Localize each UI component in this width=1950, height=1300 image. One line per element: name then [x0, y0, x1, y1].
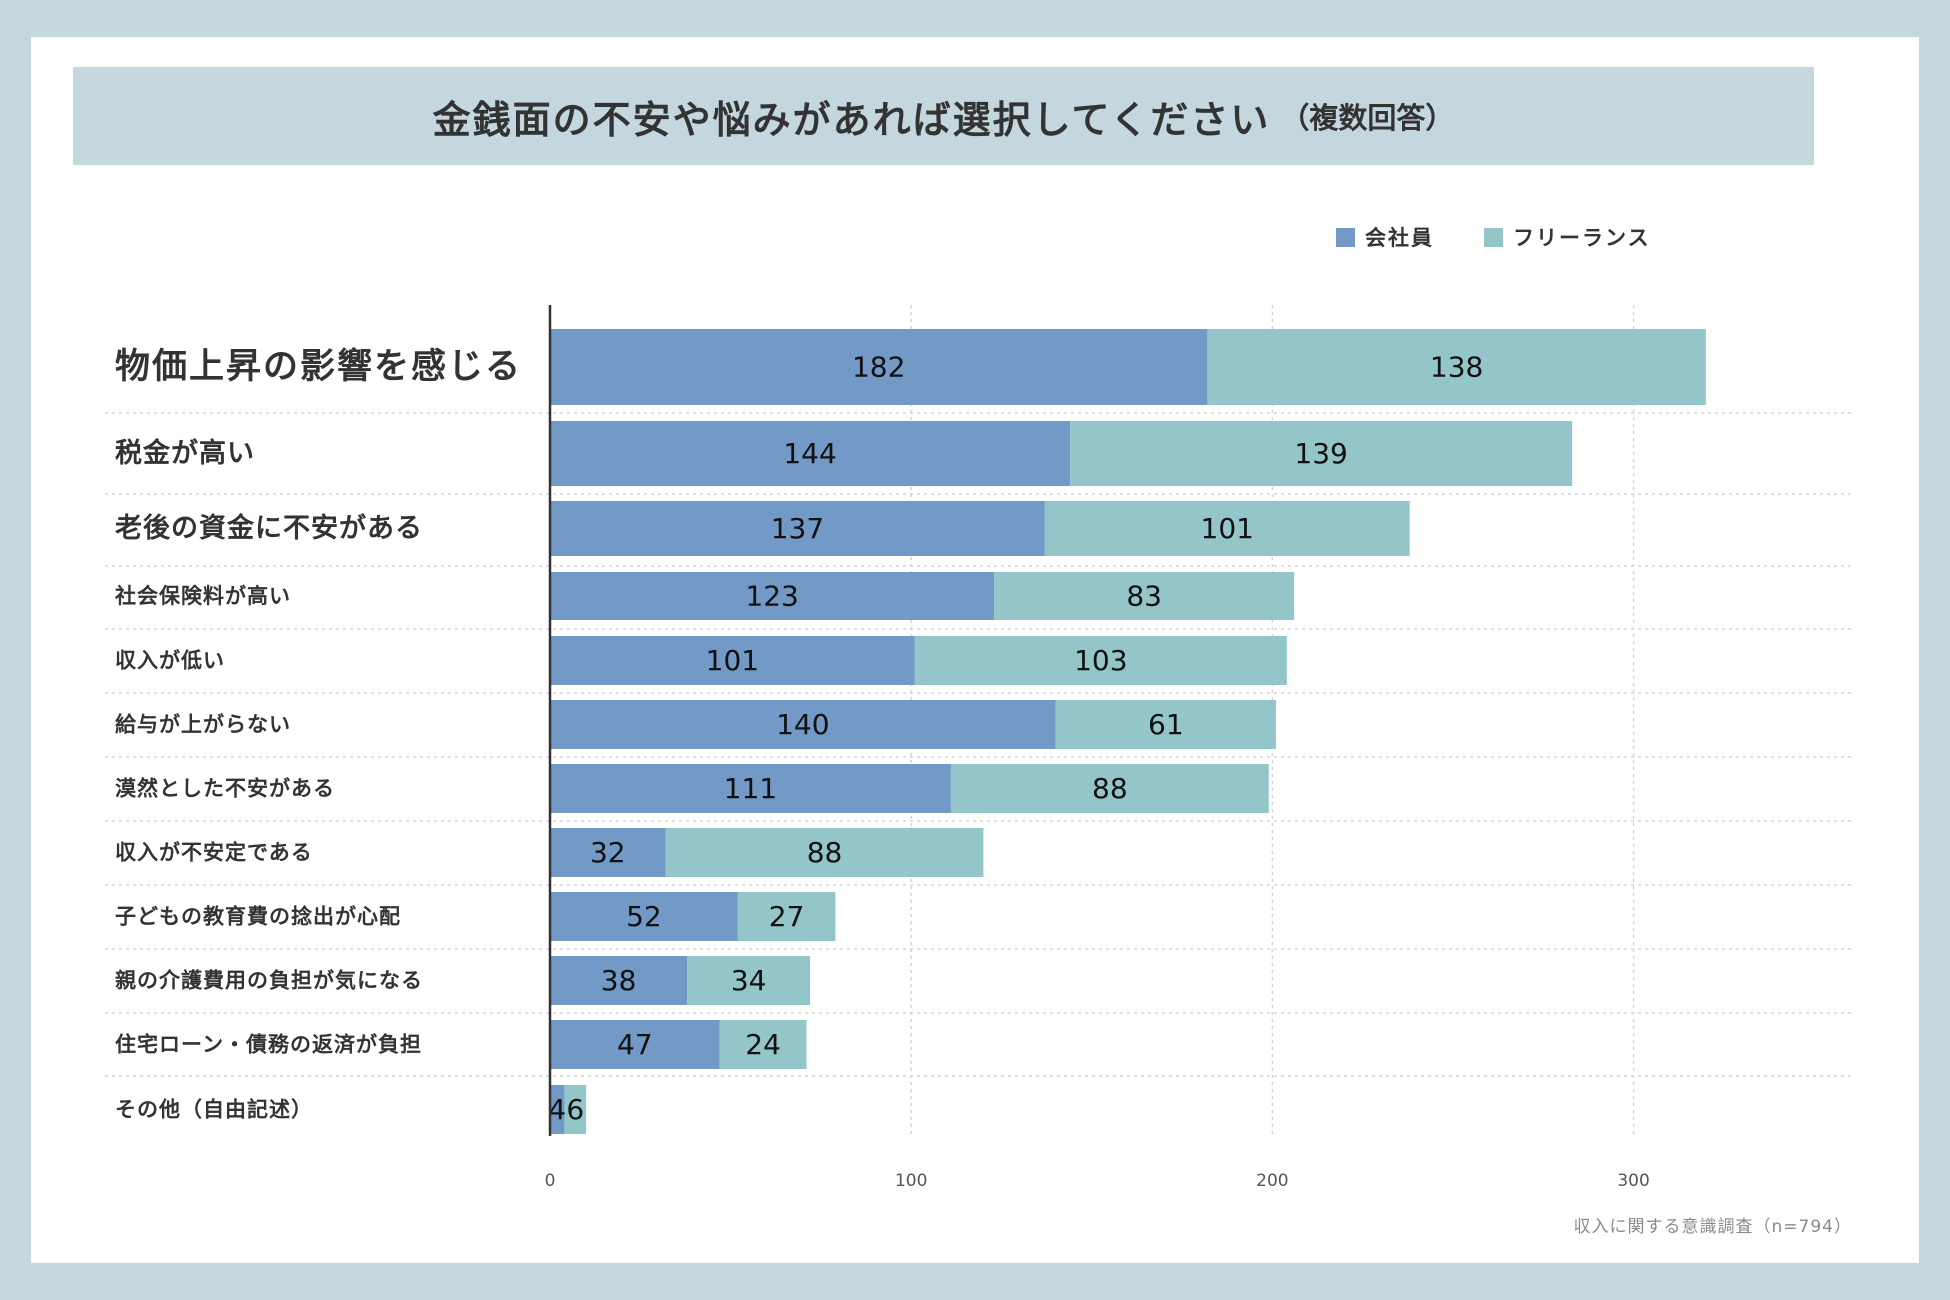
bar-employee	[550, 764, 951, 813]
bar-value-employee: 123	[745, 580, 798, 613]
bar-value-employee: 52	[626, 900, 662, 933]
chart-title: 金銭面の不安や悩みがあれば選択してください	[432, 97, 1271, 142]
bar-value-employee: 4	[548, 1093, 566, 1126]
category-label: 社会保険料が高い	[114, 584, 291, 608]
legend-item-employee: 会社員	[1336, 222, 1434, 252]
chart-subtitle: （複数回答）	[1280, 101, 1455, 135]
x-tick-label: 300	[1617, 1171, 1649, 1191]
bar-value-freelance: 138	[1430, 351, 1483, 384]
legend: 会社員 フリーランス	[1336, 222, 1651, 252]
bar-employee	[550, 421, 1071, 486]
bar-employee	[550, 1020, 720, 1069]
bar-employee	[550, 892, 738, 941]
bar-freelance	[994, 572, 1295, 620]
bar-value-freelance: 34	[731, 964, 767, 997]
bar-freelance	[950, 764, 1269, 813]
bar-employee	[550, 828, 666, 877]
bar-employee	[550, 501, 1045, 556]
bar-freelance	[719, 1020, 807, 1069]
bar-value-employee: 137	[771, 512, 824, 545]
bar-employee	[550, 700, 1056, 749]
bar-value-freelance: 103	[1074, 644, 1127, 677]
bar-freelance	[665, 828, 984, 877]
legend-swatch-freelance	[1484, 227, 1503, 247]
bar-value-freelance: 24	[745, 1028, 781, 1061]
bar-value-freelance: 88	[807, 836, 843, 869]
bar-value-employee: 101	[706, 644, 759, 677]
bar-employee	[550, 956, 688, 1005]
bar-value-freelance: 6	[566, 1093, 584, 1126]
category-label: 子どもの教育費の捻出が心配	[115, 905, 401, 929]
category-label: 税金が高い	[115, 437, 255, 469]
bar-value-employee: 182	[852, 351, 905, 384]
category-label: 老後の資金に不安がある	[115, 512, 423, 544]
category-label: 物価上昇の影響を感じる	[115, 346, 522, 387]
x-tick-label: 200	[1256, 1171, 1288, 1191]
legend-item-freelance: フリーランス	[1484, 222, 1651, 252]
bar-employee	[550, 636, 915, 685]
x-tick-label: 100	[895, 1171, 927, 1191]
bar-value-employee: 38	[601, 964, 637, 997]
bar-value-freelance: 139	[1294, 437, 1347, 470]
bar-freelance	[1207, 329, 1706, 405]
bar-value-employee: 111	[724, 772, 777, 805]
bar-freelance	[914, 636, 1287, 685]
bar-value-employee: 144	[783, 437, 836, 470]
bar-value-employee: 47	[617, 1028, 653, 1061]
bar-value-freelance: 61	[1148, 708, 1184, 741]
bar-freelance	[737, 892, 836, 941]
legend-label-freelance: フリーランス	[1513, 226, 1651, 250]
bar-value-freelance: 101	[1201, 512, 1254, 545]
source-note: 収入に関する意識調査（n=794）	[1573, 1217, 1852, 1237]
title-band: 金銭面の不安や悩みがあれば選択してください （複数回答）	[73, 67, 1814, 165]
bar-freelance	[1070, 421, 1573, 486]
bar-value-freelance: 88	[1092, 772, 1128, 805]
category-label: 収入が不安定である	[115, 841, 313, 865]
category-label: その他（自由記述）	[115, 1098, 313, 1122]
bar-employee	[550, 329, 1208, 405]
bar-freelance	[564, 1085, 587, 1134]
bar-value-freelance: 27	[769, 900, 805, 933]
bar-value-employee: 140	[776, 708, 829, 741]
x-tick-label: 0	[545, 1171, 556, 1191]
bar-employee	[550, 1085, 565, 1134]
legend-label-employee: 会社員	[1365, 226, 1434, 250]
bar-employee	[550, 572, 995, 620]
bar-freelance	[1055, 700, 1277, 749]
category-label: 親の介護費用の負担が気になる	[115, 969, 423, 993]
legend-swatch-employee	[1336, 227, 1355, 247]
category-label: 給与が上がらない	[115, 713, 291, 737]
bar-freelance	[687, 956, 811, 1005]
category-label: 収入が低い	[115, 649, 225, 673]
category-label: 住宅ローン・債務の返済が負担	[115, 1033, 422, 1057]
bar-value-freelance: 83	[1126, 580, 1162, 613]
bar-freelance	[1044, 501, 1410, 556]
category-label: 漠然とした不安がある	[115, 777, 335, 801]
bar-value-employee: 32	[590, 836, 626, 869]
